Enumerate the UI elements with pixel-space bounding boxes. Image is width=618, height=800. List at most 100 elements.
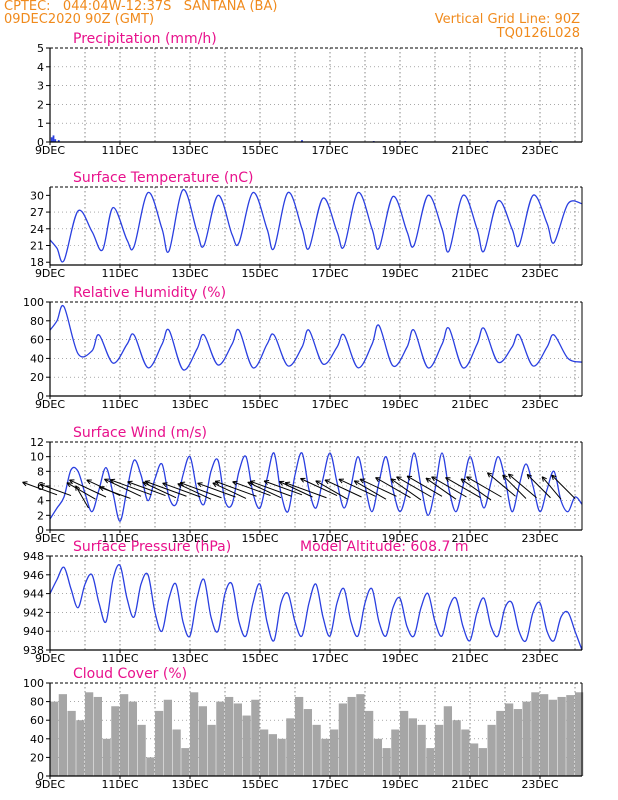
wind-arrow (214, 480, 257, 497)
cloud-cover-bar (93, 696, 102, 776)
x-tick-label: 19DEC (381, 532, 418, 545)
y-tick-label: 4 (37, 495, 44, 508)
wind-arrow (375, 477, 411, 499)
wind-arrow (502, 474, 527, 499)
cloud-cover-bar (470, 743, 479, 776)
panel-title: Precipitation (mm/h) (73, 31, 217, 47)
y-tick-label: 21 (30, 240, 44, 253)
y-tick-label: 0 (37, 136, 44, 149)
cloud-cover-bar (146, 757, 155, 776)
series-line (50, 452, 582, 522)
wind-arrow (396, 476, 432, 498)
y-tick-label: 80 (30, 696, 44, 709)
wind-arrow-head (324, 479, 330, 485)
wind-arrow-head (284, 481, 291, 487)
cloud-cover-bar (443, 706, 452, 776)
cloud-cover-bar (233, 703, 242, 776)
wind-arrow-head (396, 476, 402, 482)
wind-arrow-head (22, 481, 28, 487)
x-tick-label: 11DEC (101, 144, 138, 157)
x-tick-label: 21DEC (451, 144, 488, 157)
wind-arrow (541, 476, 562, 500)
x-tick-label: 23DEC (521, 532, 558, 545)
cloud-cover-bar (522, 701, 531, 776)
x-tick-label: 13DEC (171, 398, 208, 411)
wind-arrow-head (425, 477, 431, 483)
header-location: CPTEC: 044:04W-12:37S SANTANA (BA) (4, 0, 278, 14)
y-tick-label: 938 (23, 644, 44, 657)
y-tick-label: 1 (37, 117, 44, 130)
wind-arrow (212, 482, 247, 499)
y-tick-label: 60 (30, 334, 44, 347)
wind-arrow-head (406, 475, 413, 481)
cloud-cover-bar (76, 720, 85, 776)
wind-arrow-head (104, 478, 110, 484)
panel-5: 938 940 942 944 946 948 9DEC 11DEC 13DEC 15DEC 17D… (23, 539, 583, 665)
cloud-cover-bar (111, 706, 120, 776)
wind-arrow-head (375, 477, 381, 482)
panel-title: Cloud Cover (%) (73, 666, 187, 682)
y-tick-label: 20 (30, 371, 44, 384)
cloud-cover-bar (225, 696, 234, 776)
cloud-cover-bar (400, 710, 409, 776)
panel-title: Surface Pressure (hPa) (73, 539, 231, 555)
wind-arrow-head (263, 480, 270, 485)
cloud-cover-bar (102, 738, 111, 776)
x-tick-label: 15DEC (241, 398, 278, 411)
wind-arrow-head (526, 473, 533, 480)
wind-arrow-head (551, 474, 557, 481)
cloud-cover-bar (356, 694, 365, 776)
wind-arrow-head (431, 476, 437, 482)
y-tick-label: 40 (30, 733, 44, 746)
cloud-cover-bar (155, 710, 164, 776)
x-tick-label: 11DEC (101, 532, 138, 545)
cloud-cover-bar (321, 738, 330, 776)
wind-arrow-head (300, 477, 306, 483)
panel-2: 18 21 24 27 30 9DEC 11DEC 13DEC 15DEC 17DEC 19DEC 2… (30, 170, 583, 280)
x-tick-label: 9DEC (35, 778, 65, 791)
x-tick-label: 17DEC (311, 652, 348, 665)
wind-arrow (127, 481, 166, 497)
cloud-cover-bar (347, 696, 356, 776)
cloud-cover-bar (190, 692, 199, 776)
cloud-cover-bar (128, 701, 137, 776)
cloud-cover-bar (452, 720, 461, 776)
wind-arrow (460, 478, 492, 501)
panel-title: Surface Temperature (nC) (73, 170, 254, 186)
x-tick-label: 23DEC (521, 652, 558, 665)
y-tick-label: 3 (37, 80, 44, 93)
cloud-cover-bar (566, 695, 575, 776)
x-tick-label: 15DEC (241, 778, 278, 791)
wind-arrow (144, 480, 187, 497)
y-tick-label: 100 (23, 677, 44, 690)
wind-arrow (390, 478, 422, 501)
cloud-cover-bar (207, 724, 216, 776)
x-tick-label: 19DEC (381, 398, 418, 411)
y-tick-label: 0 (37, 524, 44, 537)
cloud-cover-bar (505, 703, 514, 776)
x-tick-label: 9DEC (35, 398, 65, 411)
x-tick-label: 11DEC (101, 267, 138, 280)
panel-3: 0 20 40 60 80 100 9DEC 11DEC 13DEC 15DEC 17DEC 19DE… (23, 285, 583, 411)
cloud-cover-bar (120, 694, 129, 776)
x-tick-label: 11DEC (101, 652, 138, 665)
x-tick-label: 19DEC (381, 778, 418, 791)
x-tick-label: 13DEC (171, 144, 208, 157)
wind-arrow (249, 480, 292, 497)
cloud-cover-bar (58, 694, 67, 776)
cloud-cover-bar (373, 738, 382, 776)
cloud-cover-bar (67, 710, 76, 776)
wind-arrow (406, 475, 443, 497)
panel-6: 0 20 40 60 80 100 9DEC 11DEC 13DEC 15DEC 17DEC 19DE… (23, 666, 584, 791)
cloud-cover-bar (513, 709, 522, 776)
cloud-cover-bar (575, 692, 584, 776)
x-tick-label: 21DEC (451, 532, 488, 545)
panel-title: Surface Wind (m/s) (73, 425, 207, 441)
x-tick-label: 23DEC (521, 144, 558, 157)
wind-arrow-head (99, 486, 105, 492)
cloud-cover-bar (548, 699, 557, 776)
x-tick-label: 13DEC (171, 267, 208, 280)
cloud-cover-bar (181, 748, 190, 776)
wind-arrow (526, 474, 551, 499)
